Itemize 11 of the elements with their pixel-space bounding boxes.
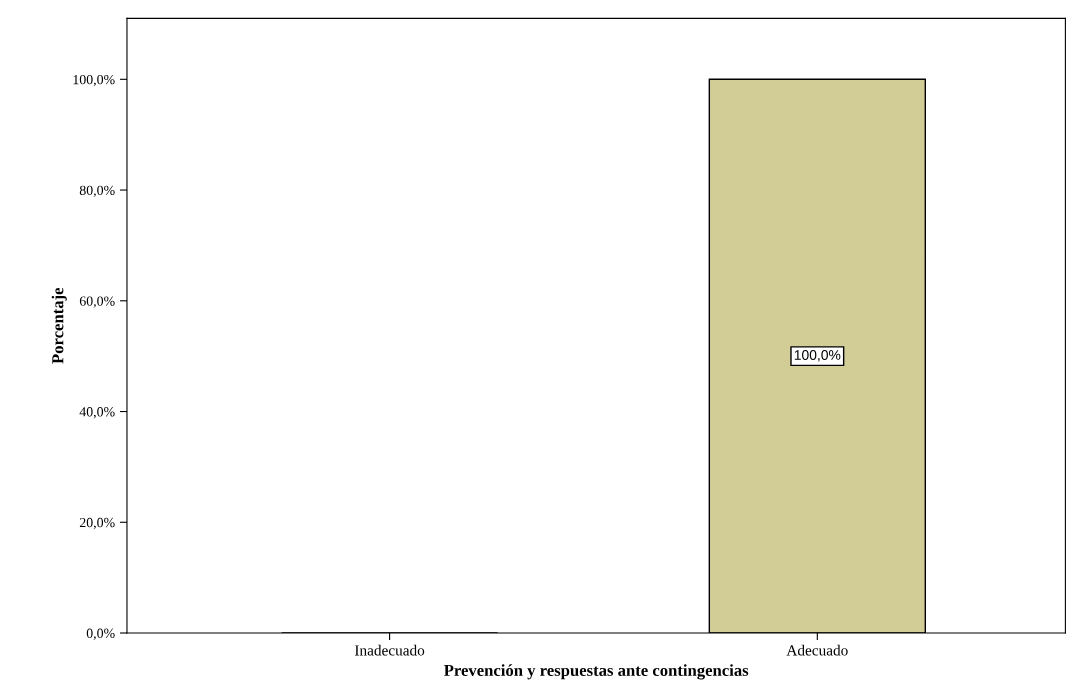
x-tick-label: Inadecuado bbox=[354, 644, 425, 656]
x-axis-title: Prevención y respuestas ante contingencias bbox=[444, 664, 749, 680]
y-tick-label: 80,0% bbox=[79, 185, 115, 198]
y-tick-label: 100,0% bbox=[73, 74, 115, 87]
y-tick-label: 20,0% bbox=[79, 517, 115, 530]
y-tick-label: 40,0% bbox=[79, 407, 115, 419]
data-label: 100,0% bbox=[794, 350, 841, 362]
x-tick-label: Adecuado bbox=[786, 644, 848, 656]
y-tick-label: 60,0% bbox=[79, 296, 115, 308]
y-axis-title: Porcentaje bbox=[51, 287, 67, 364]
y-tick-label: 0,0% bbox=[86, 628, 115, 640]
